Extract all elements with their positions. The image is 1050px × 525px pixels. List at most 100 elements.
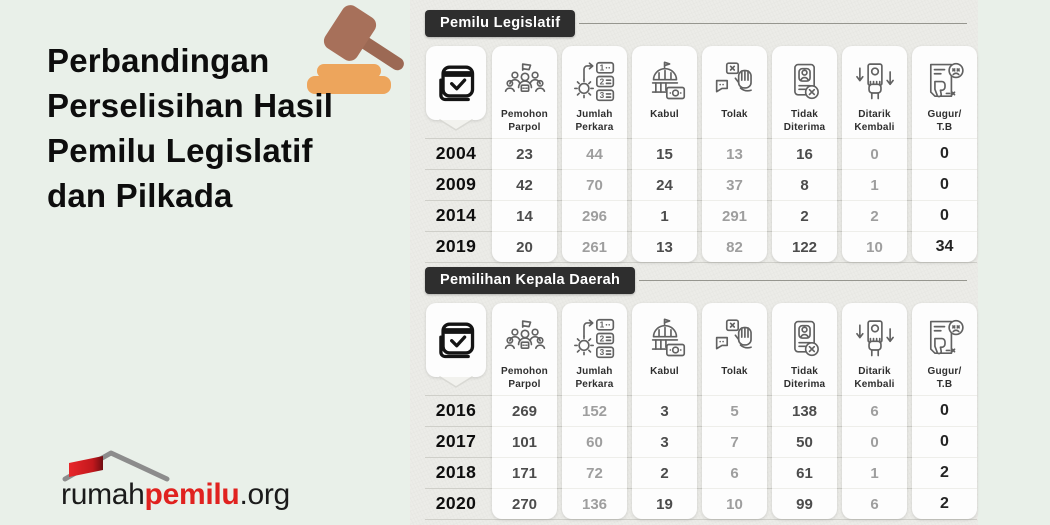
column-header: Pemohon Parpol <box>492 303 557 395</box>
column-label-line: T.B <box>936 378 953 390</box>
value-cell: 296 <box>562 200 627 231</box>
value-cell: 5 <box>702 395 767 426</box>
value-cell: 2 <box>912 488 977 519</box>
value-cell: 2 <box>842 200 907 231</box>
column-label-line: Pemohon <box>501 109 548 120</box>
column-header: Gugur/T.B <box>912 46 977 138</box>
column-label-line: Diterima <box>783 378 826 390</box>
value-cell: 14 <box>492 200 557 231</box>
value-cell: 3 <box>632 426 697 457</box>
value-cell: 34 <box>912 231 977 262</box>
year-label: 2004 <box>435 143 477 163</box>
data-table-pilkada: 2016 2017 2018 2020 Pemohon Parpol 269 101 171 27… <box>425 303 977 520</box>
column-label-line: Diterima <box>783 121 826 133</box>
value-cell: 152 <box>562 395 627 426</box>
value-cell: 261 <box>562 231 627 262</box>
column-label: Tidak Diterima <box>784 109 826 136</box>
row-separator <box>425 488 977 489</box>
year-column-header <box>425 303 487 395</box>
pointer-notch-icon <box>439 119 473 131</box>
value-cell: 0 <box>912 395 977 426</box>
column-label: Ditarik Kembali <box>854 109 894 136</box>
reject-hand-icon <box>713 60 757 104</box>
data-table-legislatif: 2004 2009 2014 2019 Pemohon Parpol 23 42 14 20 1 2 3… <box>425 46 977 263</box>
column-label: Pemohon Parpol <box>501 366 548 393</box>
row-separator <box>425 200 977 201</box>
year-label: 2018 <box>435 462 477 482</box>
logo-rumah: rumah <box>61 478 145 511</box>
year-label: 2019 <box>435 236 477 256</box>
year-label: 2014 <box>435 205 477 225</box>
value-cell: 37 <box>702 169 767 200</box>
column-label-line: Gugur/ <box>927 109 962 120</box>
value-cell: 61 <box>772 457 837 488</box>
title-line: Pemilu Legislatif <box>47 132 313 169</box>
value-cell: 44 <box>562 138 627 169</box>
column-label: Gugur/T.B <box>928 366 962 393</box>
value-cell: 101 <box>492 426 557 457</box>
column-label-line: Tidak <box>791 366 818 377</box>
gear-list-icon: 1 2 3 <box>573 317 617 361</box>
column-header: Kabul <box>632 46 697 138</box>
logo-org: .org <box>239 478 290 511</box>
value-cell: 270 <box>492 488 557 519</box>
value-cell: 1 <box>842 169 907 200</box>
value-cell: 0 <box>842 138 907 169</box>
value-cell: 72 <box>562 457 627 488</box>
value-cell: 10 <box>702 488 767 519</box>
column-label-line: Tolak <box>721 366 748 377</box>
row-separator <box>425 519 977 520</box>
value-cell: 136 <box>562 488 627 519</box>
value-cell: 0 <box>912 426 977 457</box>
value-cell: 24 <box>632 169 697 200</box>
withdraw-money-icon <box>853 317 897 361</box>
column-label: Tidak Diterima <box>784 366 826 393</box>
column-header: Ditarik Kembali <box>842 303 907 395</box>
value-cell: 0 <box>912 138 977 169</box>
row-separator <box>425 426 977 427</box>
column-label: Kabul <box>650 366 679 393</box>
value-cell: 50 <box>772 426 837 457</box>
value-cell: 6 <box>702 457 767 488</box>
table-section-pilkada: Pemilihan Kepala Daerah 2016 2017 2018 2020… <box>425 267 977 520</box>
divider-line <box>639 280 967 281</box>
column-label-line: Parpol <box>508 378 541 390</box>
withdraw-money-icon <box>853 60 897 104</box>
calendar-icon <box>426 46 486 120</box>
value-cell: 1 <box>842 457 907 488</box>
year-label: 2020 <box>435 493 477 513</box>
column-tidak-diterima: Tidak Diterima 138 50 61 99 <box>772 303 837 519</box>
column-header: Pemohon Parpol <box>492 46 557 138</box>
column-label-line: Jumlah <box>576 109 613 120</box>
section-header: Pemilihan Kepala Daerah <box>425 267 977 294</box>
court-money-icon <box>643 60 687 104</box>
value-cell: 3 <box>632 395 697 426</box>
court-money-icon <box>643 317 687 361</box>
column-gugur-t-b: Gugur/T.B 0 0 0 34 <box>912 46 977 262</box>
value-cell: 6 <box>842 488 907 519</box>
svg-text:2: 2 <box>599 77 604 86</box>
row-separator <box>425 262 977 263</box>
section-badge: Pemilihan Kepala Daerah <box>425 267 636 294</box>
column-jumlah-perkara: 1 2 3 Jumlah Perkara 152 60 72 136 <box>562 303 627 519</box>
column-header: Kabul <box>632 303 697 395</box>
column-tidak-diterima: Tidak Diterima 16 8 2 122 <box>772 46 837 262</box>
infographic-title: Perbandingan Perselisihan Hasil Pemilu L… <box>47 38 333 218</box>
logo-wordmark: rumahpemilu.org <box>61 478 290 512</box>
title-line: Perselisihan Hasil <box>47 87 334 124</box>
case-dismissed-icon <box>923 60 967 104</box>
svg-text:3: 3 <box>599 91 604 100</box>
column-label-line: Tolak <box>721 109 748 120</box>
value-cell: 10 <box>842 231 907 262</box>
column-label-line: Perkara <box>575 121 614 133</box>
row-separator <box>425 395 977 396</box>
column-label-line: Jumlah <box>576 366 613 377</box>
column-label-line: Gugur/ <box>927 366 962 377</box>
value-cell: 99 <box>772 488 837 519</box>
value-cell: 70 <box>562 169 627 200</box>
year-column: 2004 2009 2014 2019 <box>425 46 487 262</box>
column-tolak: Tolak 13 37 291 82 <box>702 46 767 262</box>
row-separator <box>425 169 977 170</box>
value-cell: 2 <box>632 457 697 488</box>
